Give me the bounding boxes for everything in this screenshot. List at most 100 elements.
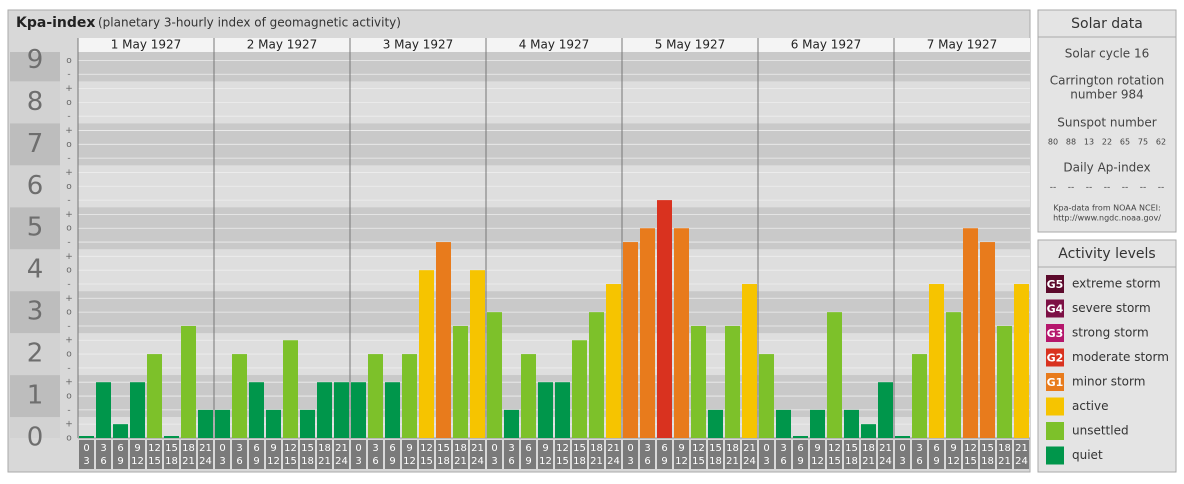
bar [130, 382, 145, 438]
hour-label: 21 [335, 443, 348, 454]
hour-label: 24 [879, 456, 892, 467]
bar [334, 382, 349, 438]
hour-cell [470, 440, 485, 469]
hour-label: 18 [845, 456, 858, 467]
hour-label: 12 [131, 456, 144, 467]
hour-label: 0 [219, 443, 225, 454]
minor-tick-label: - [67, 196, 70, 206]
legend-swatch [1046, 422, 1064, 440]
day-label: 4 May 1927 [519, 38, 590, 52]
legend-badge: G2 [1047, 352, 1064, 365]
hour-label: 3 [899, 456, 905, 467]
minor-tick-label: - [67, 363, 70, 373]
bar [538, 382, 553, 438]
hour-label: 18 [301, 456, 314, 467]
bar [232, 354, 247, 438]
hour-label: 12 [267, 456, 280, 467]
minor-tick-label: o [66, 224, 72, 234]
hour-label: 21 [199, 443, 212, 454]
hour-label: 24 [199, 456, 212, 467]
bar [929, 284, 944, 438]
ap-value: -- [1158, 183, 1165, 193]
hour-cell [351, 440, 366, 469]
hour-cell [521, 440, 536, 469]
day-label: 1 May 1927 [111, 38, 182, 52]
bar [436, 242, 451, 438]
hour-cell [725, 440, 740, 469]
day-label: 7 May 1927 [927, 38, 998, 52]
minor-tick-label: - [67, 70, 70, 80]
band [78, 52, 1030, 82]
hour-cell [997, 440, 1012, 469]
hour-label: 12 [539, 456, 552, 467]
hour-cell [164, 440, 179, 469]
legend-swatch [1046, 397, 1064, 416]
hour-label: 15 [964, 456, 977, 467]
hour-label: 6 [797, 443, 803, 454]
hour-label: 0 [763, 443, 769, 454]
hour-label: 6 [933, 443, 939, 454]
hour-label: 3 [372, 443, 378, 454]
legend-swatch [1046, 275, 1064, 293]
hour-label: 6 [253, 443, 259, 454]
hour-cell [912, 440, 927, 469]
hour-label: 9 [406, 443, 412, 454]
hour-label: 18 [998, 443, 1011, 454]
hour-label: 12 [556, 443, 569, 454]
hour-cell [215, 440, 230, 469]
hour-cell [742, 440, 757, 469]
y-label-band [10, 165, 60, 208]
y-label-band [10, 291, 60, 334]
hour-cell [895, 440, 910, 469]
hour-label: 6 [644, 456, 650, 467]
bar [453, 325, 468, 438]
bar [708, 409, 723, 438]
sunspot-value: 13 [1084, 138, 1094, 147]
sunspot-value: 65 [1120, 138, 1130, 147]
hour-label: 12 [148, 443, 161, 454]
y-tick-label: 7 [27, 129, 44, 159]
bar [266, 409, 281, 438]
hour-label: 6 [117, 443, 123, 454]
minor-tick-label: o [66, 266, 72, 276]
y-label-band [10, 249, 60, 292]
hour-label: 3 [100, 443, 106, 454]
y-tick-label: 4 [27, 255, 44, 285]
sunspot-value: 88 [1066, 138, 1076, 147]
bar [198, 409, 213, 438]
sunspot-value: 62 [1156, 138, 1166, 147]
title: Kpa-index [16, 15, 95, 31]
hour-label: 9 [933, 456, 939, 467]
y-label-band [10, 375, 60, 418]
hour-label: 12 [403, 456, 416, 467]
bar [1014, 284, 1029, 438]
hour-cell [844, 440, 859, 469]
y-tick-label: 0 [27, 423, 44, 453]
hour-label: 21 [454, 456, 467, 467]
bar [827, 312, 842, 438]
hour-label: 3 [491, 456, 497, 467]
hour-label: 21 [726, 456, 739, 467]
hour-label: 24 [335, 456, 348, 467]
hour-cell [878, 440, 893, 469]
minor-tick-label: o [66, 350, 72, 360]
hour-label: 6 [100, 456, 106, 467]
hour-label: 21 [998, 456, 1011, 467]
hour-cell [402, 440, 417, 469]
hour-label: 21 [743, 443, 756, 454]
legend-label: unsettled [1072, 424, 1129, 438]
hour-cell [589, 440, 604, 469]
rotation: Carrington rotation [1050, 74, 1164, 88]
hour-cell [623, 440, 638, 469]
bar [946, 312, 961, 438]
hour-cell [334, 440, 349, 469]
minor-tick-label: + [65, 420, 73, 430]
sunspot-value: 75 [1138, 138, 1148, 147]
hour-label: 18 [454, 443, 467, 454]
bar [147, 354, 162, 438]
bar [776, 409, 791, 438]
hour-label: 12 [692, 443, 705, 454]
minor-tick-label: o [66, 434, 72, 444]
hour-label: 9 [389, 456, 395, 467]
